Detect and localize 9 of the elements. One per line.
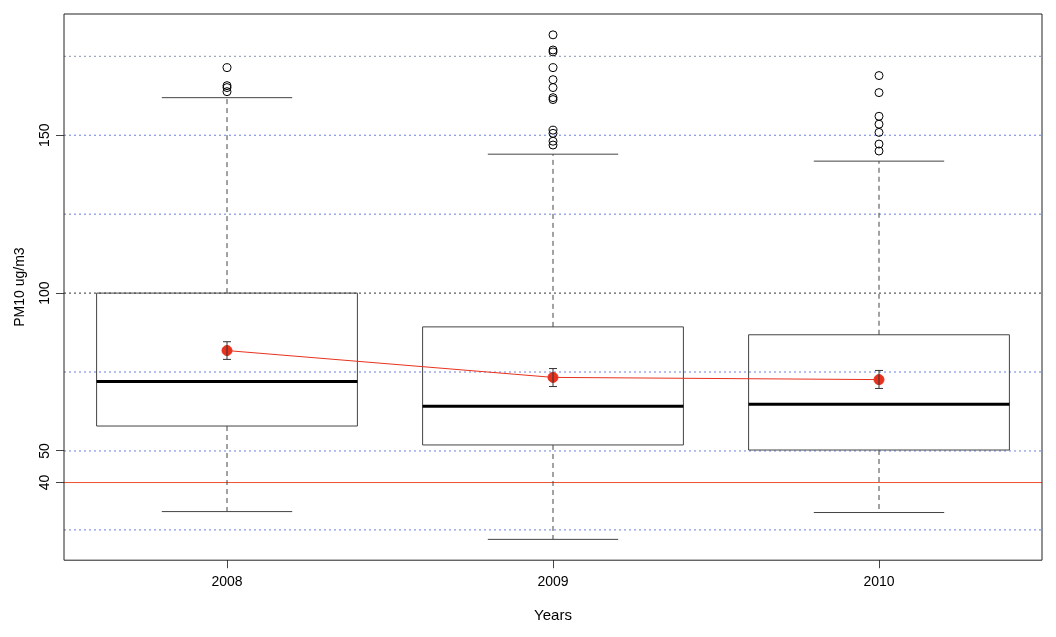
x-tick-label: 2008 (211, 573, 243, 590)
y-tick-label: 50 (35, 442, 52, 459)
x-tick-label: 2010 (863, 573, 895, 590)
y-axis-title: PM10 ug/m3 (11, 247, 28, 327)
y-tick-label: 150 (35, 123, 52, 147)
x-axis-title: Years (534, 606, 572, 624)
y-tick-label: 100 (35, 281, 52, 305)
y-tick-label: 40 (35, 474, 52, 491)
x-tick-label: 2009 (537, 573, 569, 590)
